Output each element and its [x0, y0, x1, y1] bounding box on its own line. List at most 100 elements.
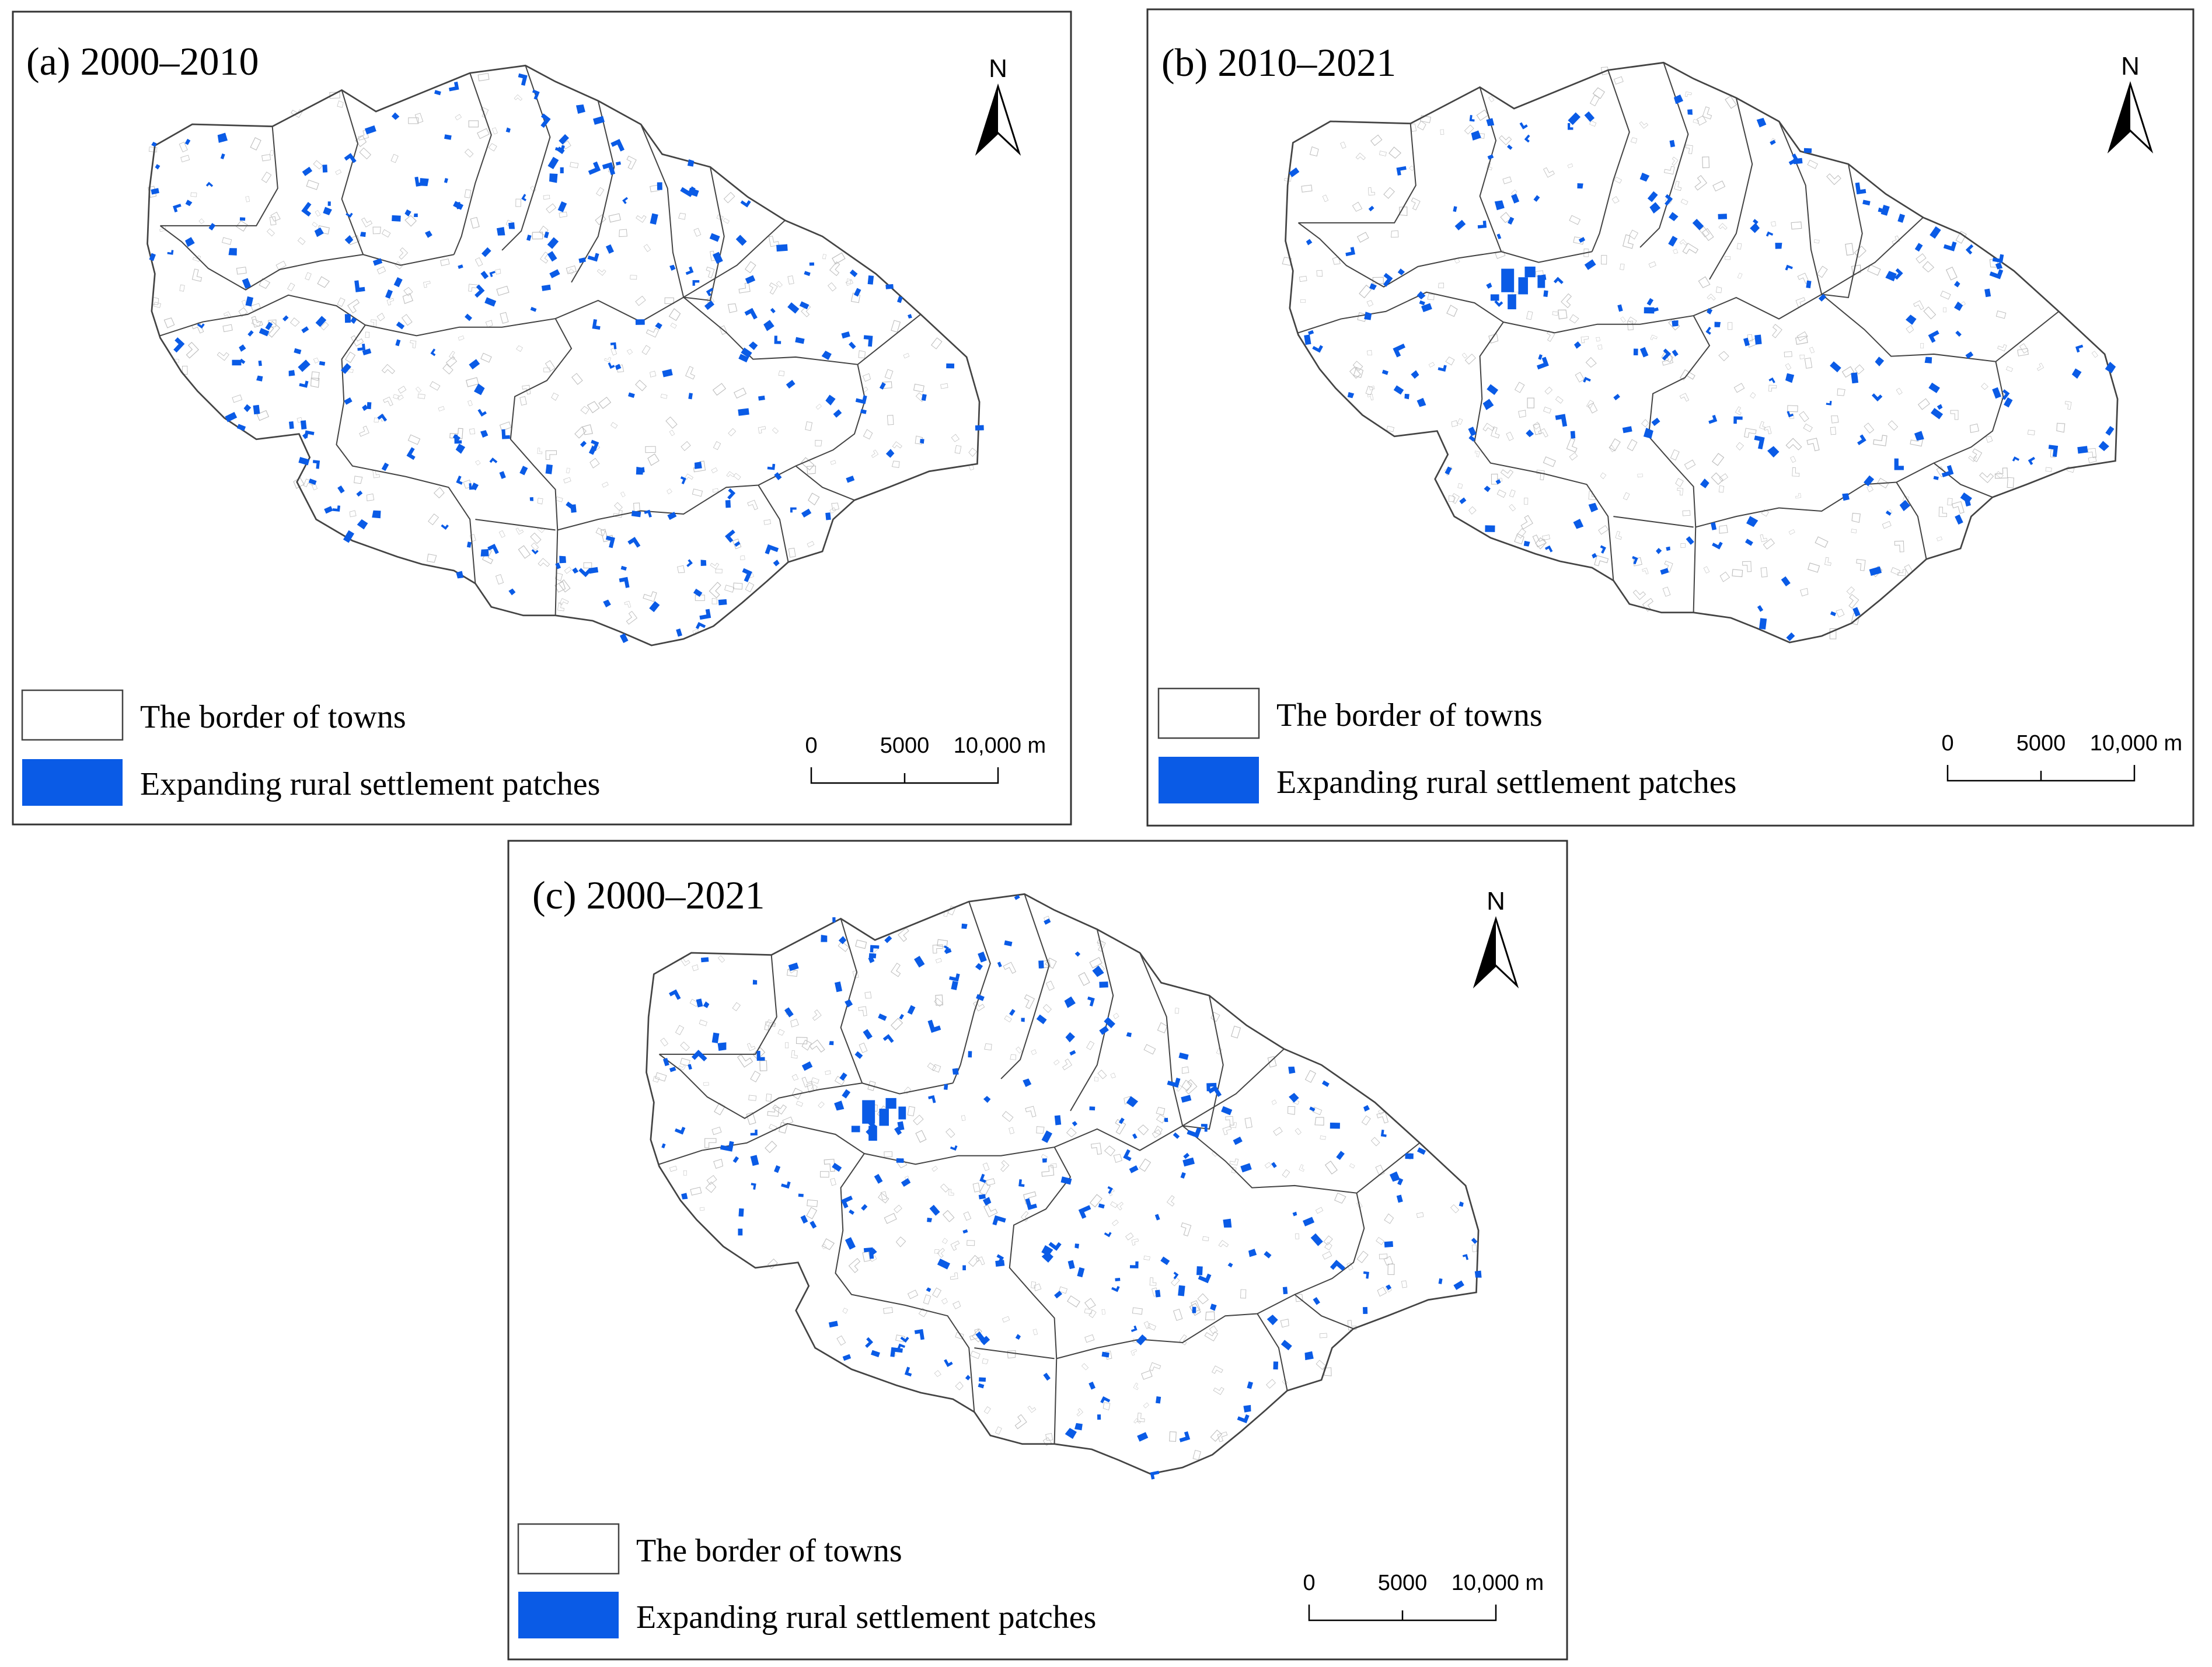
panel-b-scale-bar: 0 5000 10,000 m — [1941, 731, 2182, 782]
panel-b-title: (b) 2010–2021 — [1161, 40, 1396, 85]
settlement-patch — [825, 512, 831, 520]
panel-c: (c) 2000–2021 N The border of towns Expa… — [517, 873, 1544, 1638]
settlement-patch — [1759, 618, 1767, 630]
panel-c-frame — [507, 840, 1568, 1661]
settlement-patch — [1851, 372, 1859, 384]
settlement-patch — [392, 215, 401, 222]
panel-a-north-arrow: N — [975, 54, 1021, 156]
settlement-patch — [300, 420, 307, 430]
settlement-patch — [289, 421, 294, 429]
settlement-patch — [1793, 158, 1803, 165]
central-expansion-patch — [1537, 275, 1545, 288]
settlement-patch — [738, 1208, 744, 1217]
settlement-patch — [758, 395, 765, 401]
settlement-patch — [1282, 1287, 1288, 1295]
central-expansion-patch — [1490, 294, 1499, 301]
settlement-patch — [1718, 214, 1728, 219]
legend-patch-swatch — [22, 759, 123, 806]
legend-patch-swatch — [1159, 757, 1259, 803]
settlement-patch — [1178, 1285, 1185, 1296]
scale-tick-10000: 10,000 m — [1452, 1571, 1544, 1595]
settlement-patch — [968, 1051, 972, 1058]
legend-border-swatch — [517, 1523, 620, 1575]
legend-border-swatch — [1157, 687, 1260, 739]
panel-b: (b) 2010–2021 N The border of towns Expa… — [1157, 40, 2182, 803]
settlement-patch — [832, 917, 836, 922]
legend-patch-label: Expanding rural settlement patches — [636, 1599, 1096, 1635]
settlement-patch — [1099, 981, 1108, 988]
panel-b-legend: The border of towns Expanding rural sett… — [1157, 687, 1736, 803]
settlement-patch — [1803, 148, 1812, 153]
panel-c-patches — [661, 894, 1483, 1480]
settlement-patch — [657, 182, 662, 190]
panel-b-map — [1281, 61, 2119, 644]
settlement-patch — [1273, 1361, 1279, 1370]
settlement-patch — [885, 284, 894, 289]
settlement-patch — [1754, 334, 1762, 345]
panel-c-map — [646, 893, 1483, 1480]
settlement-patch — [1384, 1241, 1394, 1247]
legend-patch-label: Expanding rural settlement patches — [1276, 764, 1736, 801]
settlement-patch — [944, 1084, 948, 1090]
settlement-patch — [1038, 960, 1044, 969]
scale-tick-5000: 5000 — [2016, 731, 2066, 756]
panel-c-legend: The border of towns Expanding rural sett… — [517, 1523, 1096, 1638]
legend-border-swatch — [21, 689, 124, 741]
settlement-patch — [1089, 1106, 1095, 1111]
legend-border-label: The border of towns — [636, 1533, 902, 1569]
settlement-patch — [962, 1265, 966, 1271]
settlement-patch — [1543, 290, 1548, 297]
central-expansion-patch — [868, 1126, 877, 1141]
settlement-patch — [1362, 1307, 1368, 1314]
settlement-patch — [978, 1194, 986, 1200]
settlement-patch — [1485, 525, 1495, 532]
scale-tick-10000: 10,000 m — [954, 733, 1046, 758]
central-expansion-patch — [1518, 277, 1528, 295]
central-expansion-patch — [1524, 266, 1536, 278]
scale-tick-0: 0 — [1303, 1571, 1315, 1595]
settlement-patch — [725, 500, 731, 508]
settlement-patch — [896, 1158, 904, 1163]
settlement-patch — [1633, 348, 1638, 355]
settlement-patch — [1155, 1289, 1161, 1298]
central-expansion-patch — [1508, 294, 1516, 310]
settlement-patch — [344, 314, 351, 323]
panel-a-frame — [12, 11, 1072, 826]
settlement-patch — [1570, 431, 1576, 439]
settlement-patch — [570, 504, 577, 513]
settlement-patch — [239, 217, 246, 221]
settlement-patch — [700, 957, 709, 963]
scale-tick-5000: 5000 — [880, 733, 930, 758]
panel-a: (a) 2000–2010 N The border of towns Expa… — [21, 39, 1046, 806]
north-arrow-label: N — [1487, 887, 1505, 915]
panel-a-scale-bar: 0 5000 10,000 m — [805, 733, 1046, 784]
scale-tick-10000: 10,000 m — [2090, 731, 2182, 756]
settlement-patch — [635, 319, 645, 325]
scale-tick-0: 0 — [805, 733, 817, 758]
central-expansion-patch — [862, 1100, 875, 1124]
central-expansion-patch — [1501, 268, 1515, 292]
panel-a-legend: The border of towns Expanding rural sett… — [21, 689, 600, 806]
panel-c-title: (c) 2000–2021 — [532, 873, 765, 917]
settlement-patch — [322, 165, 328, 173]
settlement-patch — [258, 360, 262, 366]
settlement-patch — [1054, 1115, 1062, 1126]
central-expansion-patch — [879, 1109, 889, 1126]
settlement-patch — [776, 244, 788, 252]
settlement-patch — [545, 464, 553, 474]
settlement-patch — [738, 408, 749, 416]
settlement-patch — [1330, 1123, 1340, 1129]
legend-patch-label: Expanding rural settlement patches — [140, 766, 600, 802]
panel-c-scale-bar: 0 5000 10,000 m — [1303, 1571, 1544, 1621]
legend-border-label: The border of towns — [140, 699, 406, 735]
settlement-patch — [738, 1228, 743, 1236]
settlement-patch — [1097, 1414, 1101, 1420]
settlement-patch — [798, 1193, 804, 1197]
north-arrow-label: N — [989, 54, 1007, 83]
settlement-patch — [1405, 1153, 1414, 1159]
settlement-patch — [327, 201, 331, 206]
central-expansion-patch — [885, 1098, 896, 1109]
settlement-patch — [979, 1377, 986, 1382]
settlement-patch — [2077, 446, 2088, 454]
